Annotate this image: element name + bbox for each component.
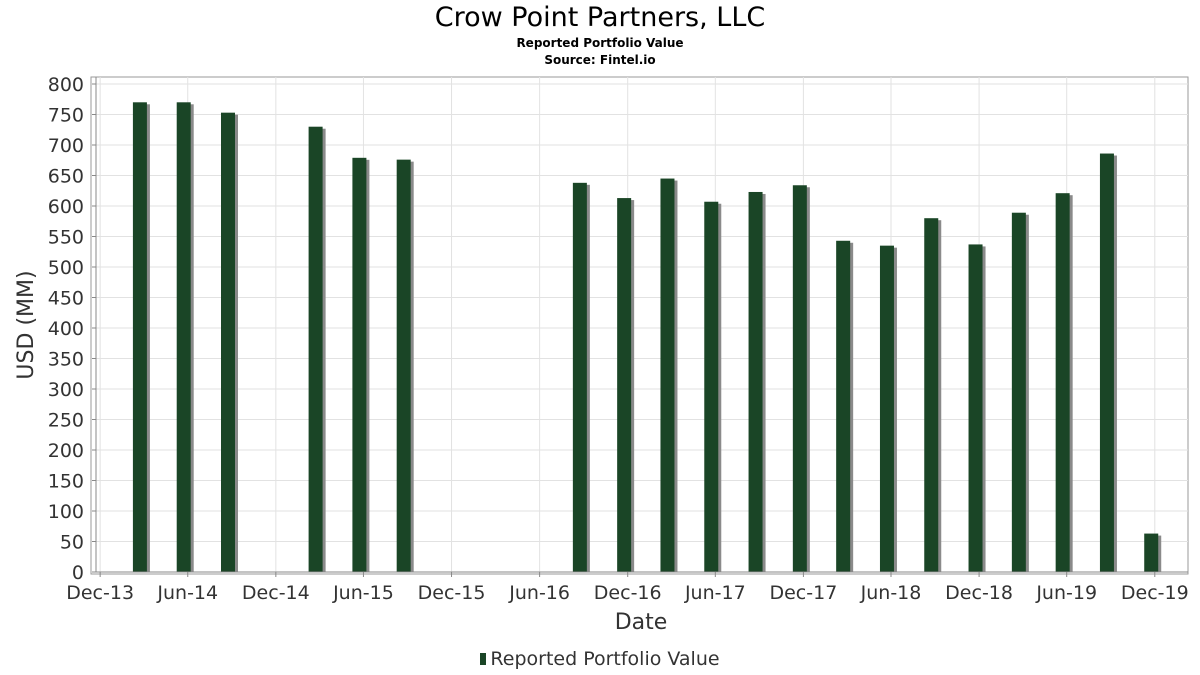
bar bbox=[1099, 153, 1114, 573]
bar bbox=[748, 191, 763, 572]
y-tick-label: 50 bbox=[60, 532, 84, 554]
x-tick-label: Jun-19 bbox=[1035, 582, 1097, 604]
bar bbox=[352, 157, 367, 572]
y-tick-label: 500 bbox=[48, 257, 84, 279]
x-tick-label: Jun-14 bbox=[156, 582, 218, 604]
x-tick-label: Dec-17 bbox=[769, 582, 837, 604]
bar bbox=[1144, 533, 1159, 572]
bars bbox=[132, 102, 1162, 573]
chart-source: Source: Fintel.io bbox=[544, 53, 656, 67]
y-tick-label: 100 bbox=[48, 501, 84, 523]
bar bbox=[968, 244, 983, 572]
legend-swatch bbox=[480, 653, 487, 665]
y-tick-label: 450 bbox=[48, 288, 84, 310]
bar bbox=[1055, 193, 1070, 572]
y-tick-label: 200 bbox=[48, 440, 84, 462]
bar bbox=[617, 198, 632, 572]
x-tick-label: Dec-13 bbox=[66, 582, 134, 604]
legend: Reported Portfolio Value bbox=[0, 648, 1200, 670]
y-axis: 0 50 100 150 200 250 300 350 400 450 500 550 600 650 7… bbox=[48, 74, 97, 584]
bar bbox=[132, 102, 147, 573]
bar bbox=[220, 112, 235, 573]
y-tick-label: 150 bbox=[48, 471, 84, 493]
y-axis-title: USD (MM) bbox=[14, 270, 39, 379]
bar bbox=[308, 126, 323, 572]
bar bbox=[176, 102, 191, 573]
x-tick-label: Dec-15 bbox=[418, 582, 486, 604]
x-tick-label: Jun-17 bbox=[684, 582, 746, 604]
y-tick-label: 600 bbox=[48, 196, 84, 218]
x-tick-label: Dec-18 bbox=[945, 582, 1013, 604]
bar bbox=[792, 185, 807, 572]
x-axis-title: Date bbox=[615, 610, 668, 635]
bar bbox=[924, 218, 939, 572]
chart-subtitle: Reported Portfolio Value bbox=[516, 36, 684, 50]
x-tick-label: Dec-16 bbox=[594, 582, 662, 604]
plot-area bbox=[90, 76, 1189, 575]
y-tick-label: 0 bbox=[72, 562, 84, 584]
x-tick-label: Jun-18 bbox=[860, 582, 922, 604]
bar bbox=[704, 201, 719, 573]
x-tick-label: Dec-14 bbox=[242, 582, 310, 604]
y-tick-label: 350 bbox=[48, 349, 84, 371]
bar bbox=[836, 240, 851, 572]
bar bbox=[660, 178, 675, 573]
bar bbox=[396, 159, 411, 572]
y-tick-label: 750 bbox=[48, 105, 84, 127]
chart-title: Crow Point Partners, LLC bbox=[434, 2, 766, 33]
y-tick-label: 650 bbox=[48, 166, 84, 188]
bar bbox=[879, 245, 894, 572]
y-tick-label: 800 bbox=[48, 74, 84, 96]
bar bbox=[1011, 212, 1026, 572]
bar bbox=[572, 182, 587, 572]
x-tick-label: Dec-19 bbox=[1121, 582, 1189, 604]
x-axis: Dec-13 Jun-14 Dec-14 Jun-15 Dec-15 Jun-16 Dec-… bbox=[66, 571, 1189, 604]
y-tick-label: 400 bbox=[48, 318, 84, 340]
y-tick-label: 250 bbox=[48, 410, 84, 432]
y-tick-label: 550 bbox=[48, 227, 84, 249]
bar-chart: 0 50 100 150 200 250 300 350 400 450 500 550 600 650 7… bbox=[14, 74, 1189, 635]
x-tick-label: Jun-16 bbox=[508, 582, 570, 604]
legend-label: Reported Portfolio Value bbox=[490, 648, 720, 670]
y-tick-label: 700 bbox=[48, 135, 84, 157]
y-tick-label: 300 bbox=[48, 379, 84, 401]
x-tick-label: Jun-15 bbox=[332, 582, 394, 604]
